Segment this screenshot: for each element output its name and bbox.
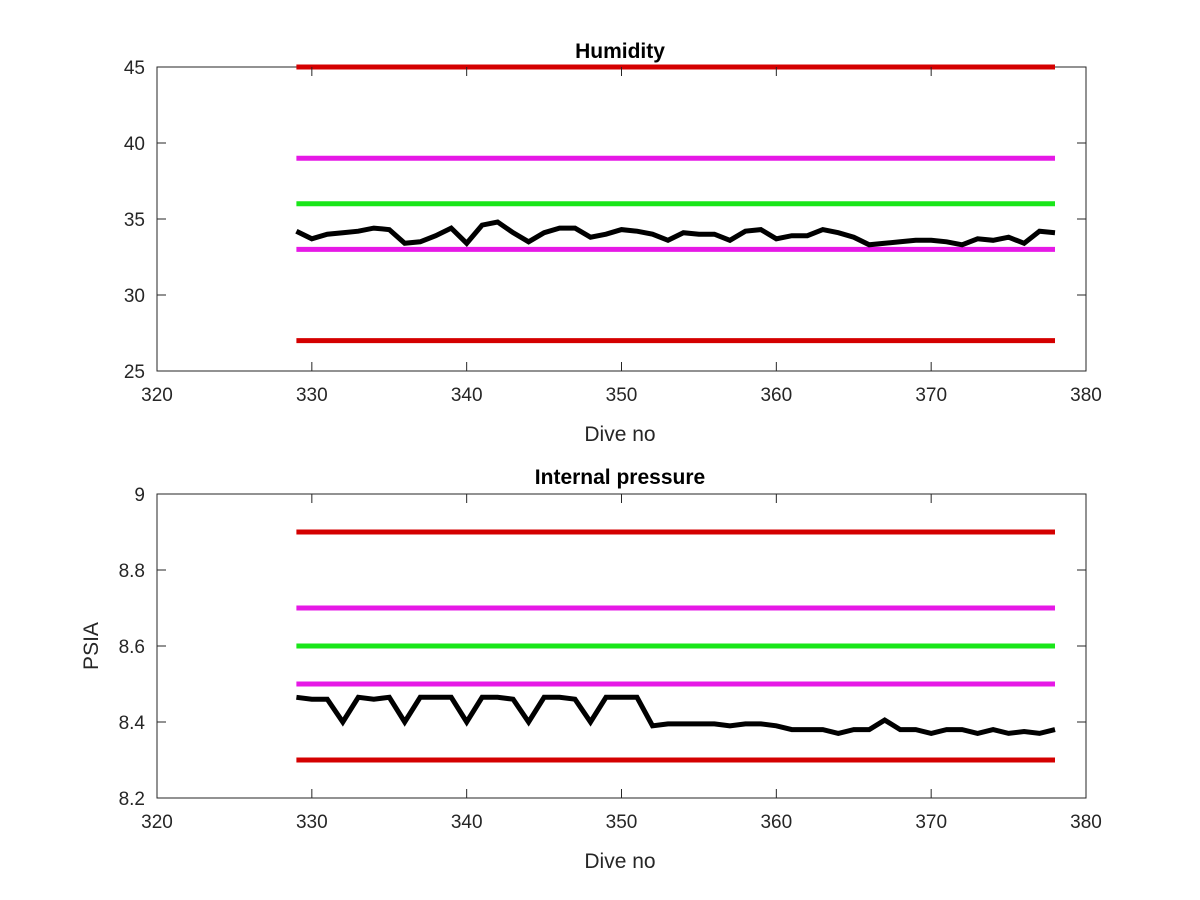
y-tick-label: 30 bbox=[124, 286, 145, 307]
x-tick-label: 340 bbox=[451, 812, 483, 833]
y-tick-label: 45 bbox=[124, 58, 145, 79]
x-tick-label: 350 bbox=[606, 812, 638, 833]
x-axis-label: Dive no bbox=[584, 423, 655, 446]
series-layer bbox=[296, 529, 1056, 763]
x-tick-label: 360 bbox=[760, 812, 792, 833]
data-series-line bbox=[296, 694, 1056, 736]
y-tick-label: 8.4 bbox=[119, 713, 146, 734]
y-tick-label: 8.2 bbox=[119, 789, 145, 810]
humidity-plot: 320 330 340 350 360 370 380 25 30 35 40 45 Humidity… bbox=[124, 40, 1102, 446]
y-tick-label: 8.8 bbox=[119, 561, 145, 582]
data-series-line bbox=[295, 219, 1056, 248]
x-tick-label: 320 bbox=[141, 812, 173, 833]
axis-layer: 320 330 340 350 360 370 380 25 30 35 40 45 bbox=[124, 58, 1102, 406]
y-tick-label: 25 bbox=[124, 362, 145, 383]
axes-box bbox=[156, 66, 1087, 372]
series-layer bbox=[295, 64, 1056, 344]
x-tick-label: 330 bbox=[296, 385, 328, 406]
y-tick-label: 40 bbox=[124, 134, 145, 155]
x-tick-label: 370 bbox=[915, 812, 947, 833]
x-tick-label: 370 bbox=[915, 385, 947, 406]
x-tick-label: 380 bbox=[1070, 812, 1102, 833]
x-tick-label: 340 bbox=[451, 385, 483, 406]
y-tick-label: 9 bbox=[134, 485, 145, 506]
x-axis-label: Dive no bbox=[584, 850, 655, 873]
axis-layer: 320 330 340 350 360 370 380 8.2 8.4 8.6 8.8 9 bbox=[119, 485, 1102, 833]
y-tick-label: 8.6 bbox=[119, 637, 145, 658]
x-tick-label: 350 bbox=[606, 385, 638, 406]
y-axis-label: PSIA bbox=[80, 622, 103, 670]
x-tick-label: 330 bbox=[296, 812, 328, 833]
x-tick-label: 320 bbox=[141, 385, 173, 406]
chart-title: Internal pressure bbox=[535, 466, 705, 489]
chart-title: Humidity bbox=[575, 40, 665, 63]
x-tick-label: 360 bbox=[760, 385, 792, 406]
internal-pressure-plot: 320 330 340 350 360 370 380 8.2 8.4 8.6 8.8 9 Inter… bbox=[80, 466, 1102, 873]
x-tick-label: 380 bbox=[1070, 385, 1102, 406]
y-tick-label: 35 bbox=[124, 210, 145, 231]
